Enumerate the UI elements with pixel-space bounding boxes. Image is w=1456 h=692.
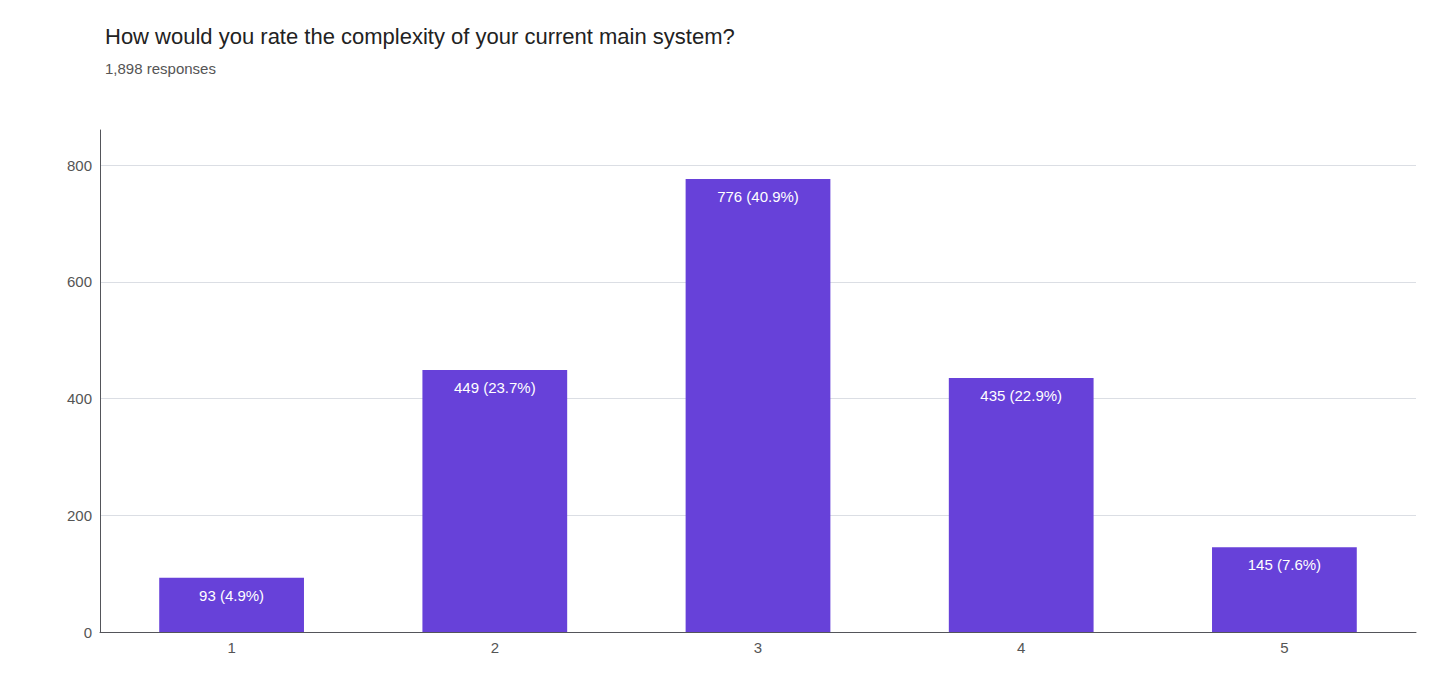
- svg-text:400: 400: [67, 390, 92, 407]
- svg-text:800: 800: [67, 157, 92, 174]
- svg-text:5: 5: [1280, 639, 1288, 656]
- svg-text:1,898 responses: 1,898 responses: [105, 60, 216, 77]
- svg-text:2: 2: [491, 639, 499, 656]
- svg-text:600: 600: [67, 273, 92, 290]
- svg-text:4: 4: [1017, 639, 1025, 656]
- svg-text:93 (4.9%): 93 (4.9%): [199, 587, 264, 604]
- svg-text:3: 3: [754, 639, 762, 656]
- svg-text:776 (40.9%): 776 (40.9%): [717, 188, 799, 205]
- svg-text:145 (7.6%): 145 (7.6%): [1248, 556, 1321, 573]
- svg-text:449 (23.7%): 449 (23.7%): [454, 379, 536, 396]
- svg-text:435 (22.9%): 435 (22.9%): [980, 387, 1062, 404]
- svg-text:0: 0: [84, 624, 92, 641]
- svg-text:How would you rate the complex: How would you rate the complexity of you…: [105, 24, 735, 49]
- svg-text:200: 200: [67, 507, 92, 524]
- svg-text:1: 1: [227, 639, 235, 656]
